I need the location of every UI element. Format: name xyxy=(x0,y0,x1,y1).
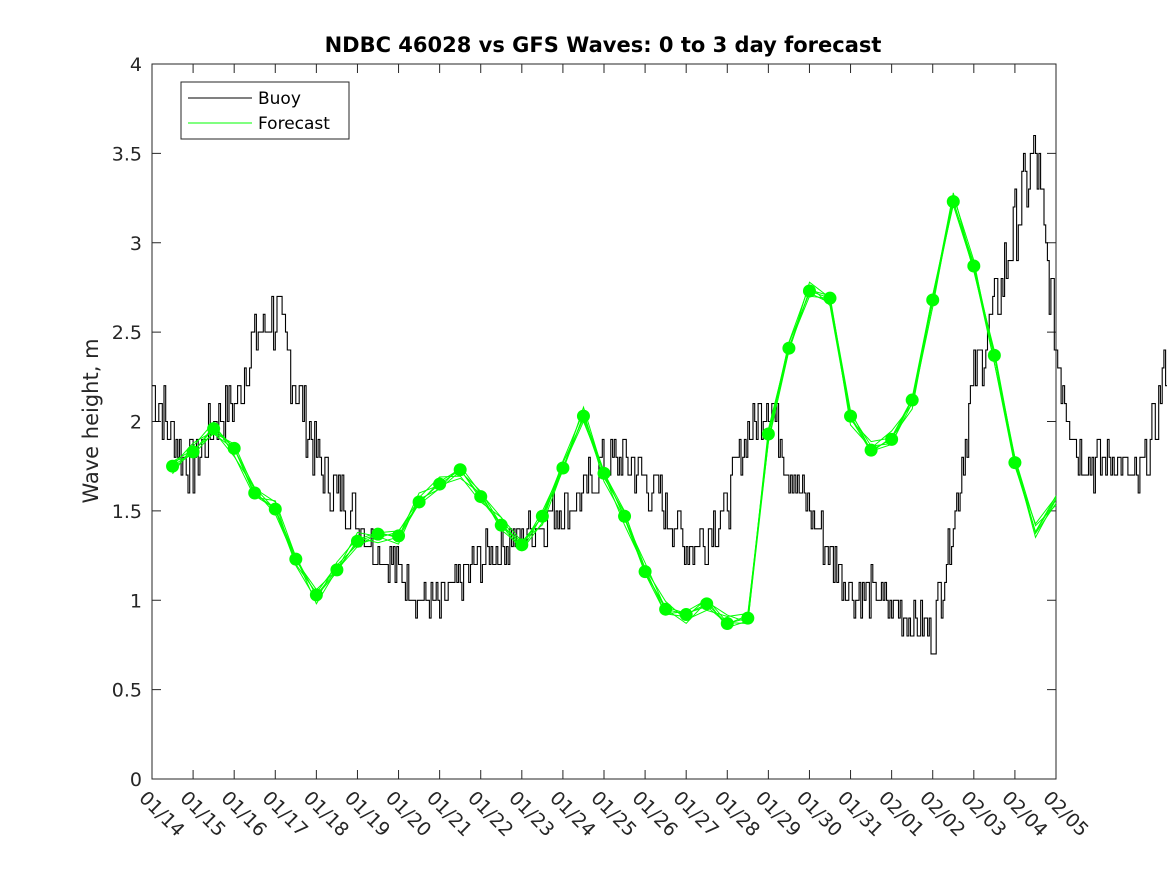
forecast-marker xyxy=(515,538,529,552)
legend: Buoy Forecast xyxy=(180,81,350,140)
forecast-marker xyxy=(844,409,858,423)
forecast-marker xyxy=(350,534,364,548)
legend-buoy-label: Buoy xyxy=(258,89,301,109)
forecast-marker xyxy=(720,616,734,630)
forecast-marker xyxy=(782,341,796,355)
legend-box xyxy=(180,81,350,140)
forecast-marker xyxy=(186,445,200,459)
forecast-marker xyxy=(987,348,1001,362)
legend-forecast-label: Forecast xyxy=(258,114,330,134)
forecast-marker xyxy=(268,502,282,516)
forecast-marker xyxy=(638,565,652,579)
forecast-marker xyxy=(433,477,447,491)
forecast-marker xyxy=(967,259,981,273)
y-tick-label: 0.5 xyxy=(112,680,142,702)
forecast-marker xyxy=(802,284,816,298)
forecast-marker xyxy=(453,463,467,477)
y-tick-label: 2.5 xyxy=(112,322,142,344)
forecast-marker xyxy=(330,563,344,577)
forecast-marker xyxy=(679,608,693,622)
buoy-line xyxy=(152,134,1167,655)
forecast-marker xyxy=(474,490,488,504)
y-tick-label: 3.5 xyxy=(112,143,142,165)
forecast-marker xyxy=(207,422,221,436)
forecast-marker xyxy=(371,527,385,541)
forecast-marker xyxy=(556,461,570,475)
forecast-marker xyxy=(494,518,508,532)
forecast-marker xyxy=(309,588,323,602)
forecast-marker xyxy=(597,466,611,480)
forecast-marker xyxy=(741,611,755,625)
forecast-marker xyxy=(926,293,940,307)
forecast-marker xyxy=(700,597,714,611)
y-axis-label: Wave height, m xyxy=(79,338,103,503)
forecast-marker xyxy=(412,495,426,509)
y-tick-label: 1 xyxy=(130,590,142,612)
forecast-marker xyxy=(166,459,180,473)
forecast-marker xyxy=(535,509,549,523)
y-tick-label: 0 xyxy=(130,769,142,791)
forecast-marker xyxy=(227,441,241,455)
axis-ticks xyxy=(151,63,1057,780)
y-tick-label: 2 xyxy=(130,412,142,434)
y-tick-label: 4 xyxy=(130,54,142,76)
y-tick-label: 3 xyxy=(130,233,142,255)
forecast-marker xyxy=(289,552,303,566)
plot-area xyxy=(151,63,1057,780)
forecast-marker xyxy=(1008,456,1022,470)
forecast-marker xyxy=(248,486,262,500)
forecast-marker xyxy=(618,509,632,523)
forecast-markers xyxy=(166,195,1022,630)
forecast-marker xyxy=(885,432,899,446)
forecast-marker xyxy=(823,291,837,305)
forecast-marker xyxy=(576,409,590,423)
forecast-marker xyxy=(761,427,775,441)
forecast-marker xyxy=(392,529,406,543)
forecast-marker xyxy=(946,195,960,209)
y-tick-label: 1.5 xyxy=(112,501,142,523)
chart-title: NDBC 46028 vs GFS Waves: 0 to 3 day fore… xyxy=(325,33,882,57)
forecast-marker xyxy=(659,602,673,616)
forecast-marker xyxy=(864,443,878,457)
forecast-marker xyxy=(905,393,919,407)
